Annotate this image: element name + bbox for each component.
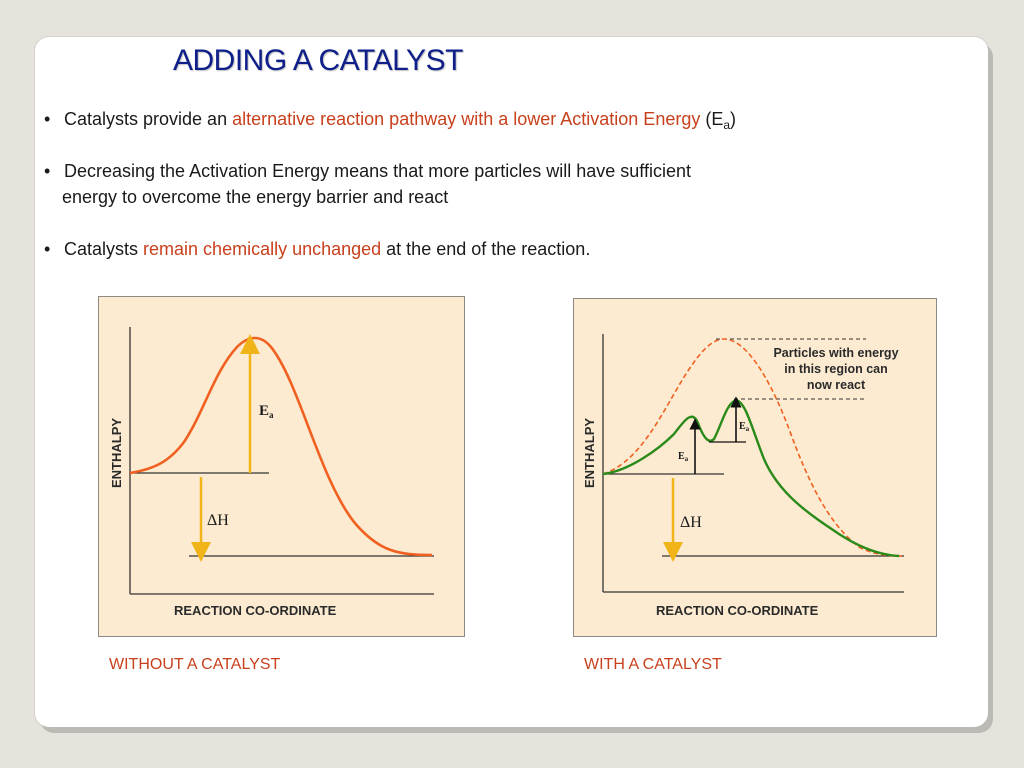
x-axis-label: REACTION CO-ORDINATE [656, 603, 819, 618]
diagram-with-catalyst: Ea Ea ΔH Particles with energy in this r… [573, 298, 937, 637]
caption-without-catalyst: WITHOUT A CATALYST [109, 656, 281, 673]
bullet-2: • Decreasing the Activation Energy means … [44, 158, 691, 210]
ea-subscript: a [685, 455, 689, 463]
svg-text:Ea: Ea [259, 403, 274, 420]
bullet-marker: • [44, 109, 51, 129]
slide-title: ADDING A CATALYST [173, 44, 463, 77]
bullet-text: Catalysts provide an [64, 109, 233, 129]
dh-label: ΔH [680, 514, 702, 531]
caption-with-catalyst: WITH A CATALYST [584, 656, 722, 673]
bullet-marker: • [44, 161, 51, 181]
y-axis-label: ENTHALPY [582, 418, 597, 488]
bullet-3: • Catalysts remain chemically unchanged a… [44, 236, 590, 262]
step-ea-label: E [739, 421, 746, 432]
region-note-line3: now react [807, 378, 866, 392]
dh-label: ΔH [207, 512, 229, 529]
bullet-subscript: a [723, 118, 731, 132]
ea-label: E [678, 451, 685, 462]
bullet-highlight: alternative reaction pathway with a lowe… [232, 109, 701, 129]
diagram-without-catalyst: Ea ΔH ENTHALPY REACTION CO-ORDINATE [98, 296, 465, 637]
bullet-1: • Catalysts provide an alternative reacti… [44, 106, 736, 138]
x-axis-label: REACTION CO-ORDINATE [174, 603, 337, 618]
bullet-text: ) [730, 109, 737, 129]
energy-curve [129, 336, 433, 557]
ea-subscript: a [269, 410, 274, 420]
bullet-highlight: remain chemically unchanged [143, 239, 382, 259]
bullet-text: Catalysts [64, 239, 144, 259]
catalysed-curve [602, 398, 900, 558]
region-note-line1: Particles with energy [773, 346, 898, 360]
y-axis-label: ENTHALPY [109, 418, 124, 488]
svg-text:Ea: Ea [678, 451, 689, 463]
svg-text:Ea: Ea [739, 421, 750, 433]
uncatalysed-curve [602, 338, 905, 557]
step-ea-subscript: a [746, 425, 750, 433]
bullet-text: (E [700, 109, 724, 129]
region-note-line2: in this region can [784, 362, 888, 376]
bullet-text-line1: Decreasing the Activation Energy means t… [64, 161, 691, 181]
ea-label: E [259, 403, 269, 419]
bullet-marker: • [44, 239, 51, 259]
bullet-text-line2: energy to overcome the energy barrier an… [62, 187, 449, 207]
bullet-text: at the end of the reaction. [381, 239, 591, 259]
